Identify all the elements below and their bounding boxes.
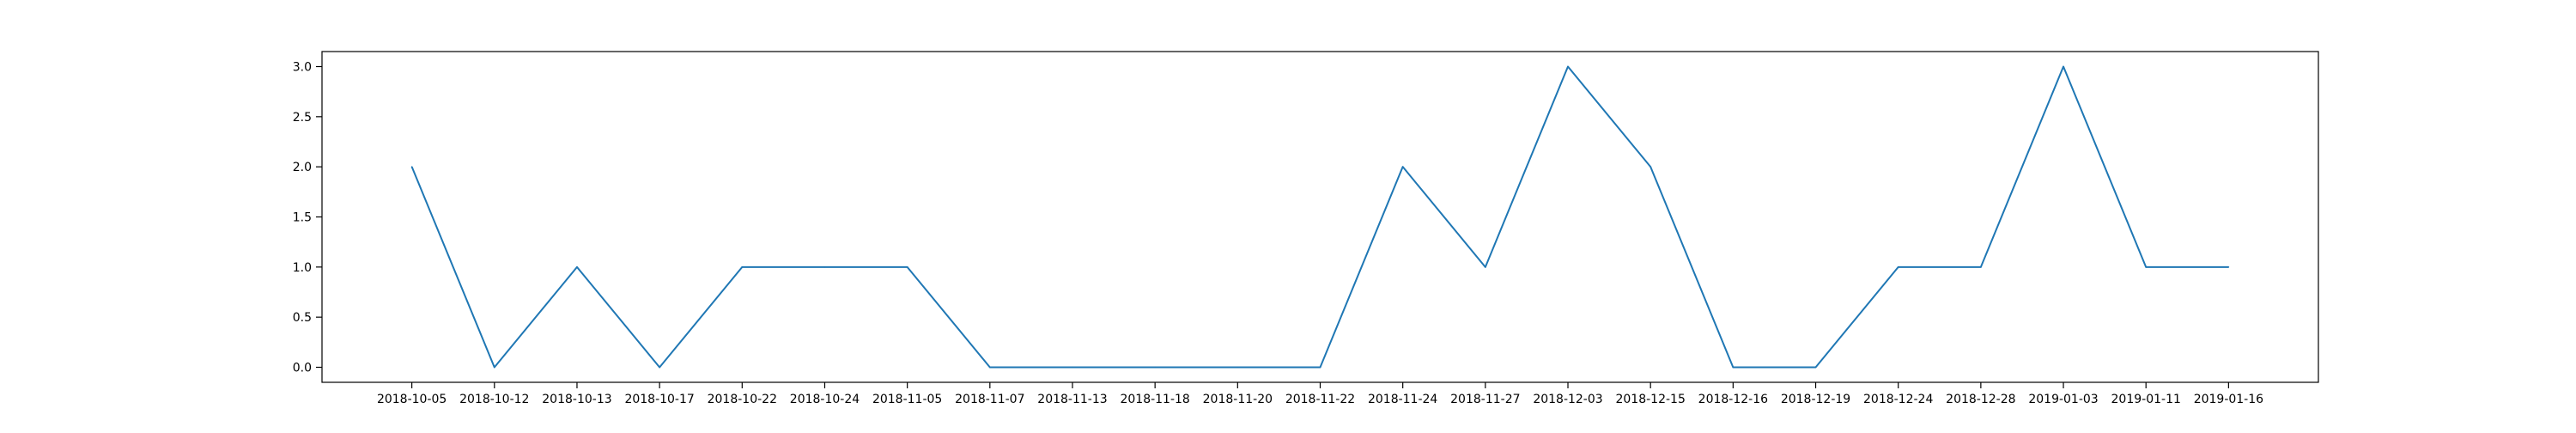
x-tick-label: 2018-10-17 <box>624 393 694 406</box>
x-tick-label: 2018-11-18 <box>1120 393 1189 406</box>
data-point <box>410 166 413 168</box>
data-point <box>1072 366 1073 369</box>
y-tick-label: 0.5 <box>293 311 312 325</box>
x-tick-label: 2018-11-13 <box>1037 393 1107 406</box>
x-tick-label: 2018-11-22 <box>1285 393 1355 406</box>
data-point <box>2227 266 2230 268</box>
data-point <box>823 266 826 268</box>
x-tick-label: 2018-12-15 <box>1615 393 1685 406</box>
x-tick-label: 2018-10-13 <box>542 393 611 406</box>
x-tick-label: 2018-12-28 <box>1946 393 2015 406</box>
data-point <box>1319 366 1321 369</box>
x-tick-label: 2018-10-22 <box>708 393 777 406</box>
x-tick-label: 2018-11-24 <box>1368 393 1437 406</box>
x-tick-label: 2018-10-24 <box>790 393 860 406</box>
data-point <box>1732 366 1735 369</box>
y-tick-label: 1.0 <box>293 261 312 275</box>
x-tick-label: 2018-11-05 <box>872 393 942 406</box>
data-point <box>576 266 578 268</box>
x-tick-label: 2019-01-11 <box>2111 393 2181 406</box>
data-point <box>1401 166 1404 168</box>
x-tick-label: 2018-12-16 <box>1698 393 1768 406</box>
x-tick-label: 2018-10-05 <box>377 393 447 406</box>
data-point <box>906 266 908 268</box>
data-point <box>2145 266 2148 268</box>
data-point <box>1980 266 1982 268</box>
data-point <box>741 266 744 268</box>
x-tick-label: 2018-11-27 <box>1450 393 1520 406</box>
data-point <box>989 366 991 369</box>
x-tick-label: 2018-12-24 <box>1863 393 1933 406</box>
x-tick-label: 2018-12-19 <box>1781 393 1850 406</box>
x-tick-label: 2018-12-03 <box>1533 393 1602 406</box>
data-point <box>659 366 660 369</box>
y-tick-label: 3.0 <box>293 61 312 75</box>
data-point <box>2063 65 2064 68</box>
y-tick-label: 2.5 <box>293 111 312 125</box>
x-tick-label: 2019-01-03 <box>2028 393 2098 406</box>
x-tick-label: 2018-11-07 <box>955 393 1024 406</box>
x-tick-label: 2018-11-20 <box>1203 393 1273 406</box>
y-tick-label: 0.0 <box>293 362 312 375</box>
x-tick-label: 2018-10-12 <box>459 393 529 406</box>
data-point <box>493 366 495 369</box>
x-tick-label: 2019-01-16 <box>2194 393 2263 406</box>
data-point <box>1485 266 1486 268</box>
y-tick-label: 1.5 <box>293 211 312 225</box>
data-point <box>1897 266 1899 268</box>
data-point <box>1154 366 1156 369</box>
plot-area: 0.0 0.5 1.0 1.5 2.0 2.5 3.0 2018-10-05 2018-10-1… <box>293 51 2319 406</box>
data-point <box>1236 366 1239 369</box>
data-point <box>1567 65 1569 68</box>
data-point <box>1649 166 1651 168</box>
y-tick-label: 2.0 <box>293 161 312 174</box>
data-point <box>1814 366 1817 369</box>
